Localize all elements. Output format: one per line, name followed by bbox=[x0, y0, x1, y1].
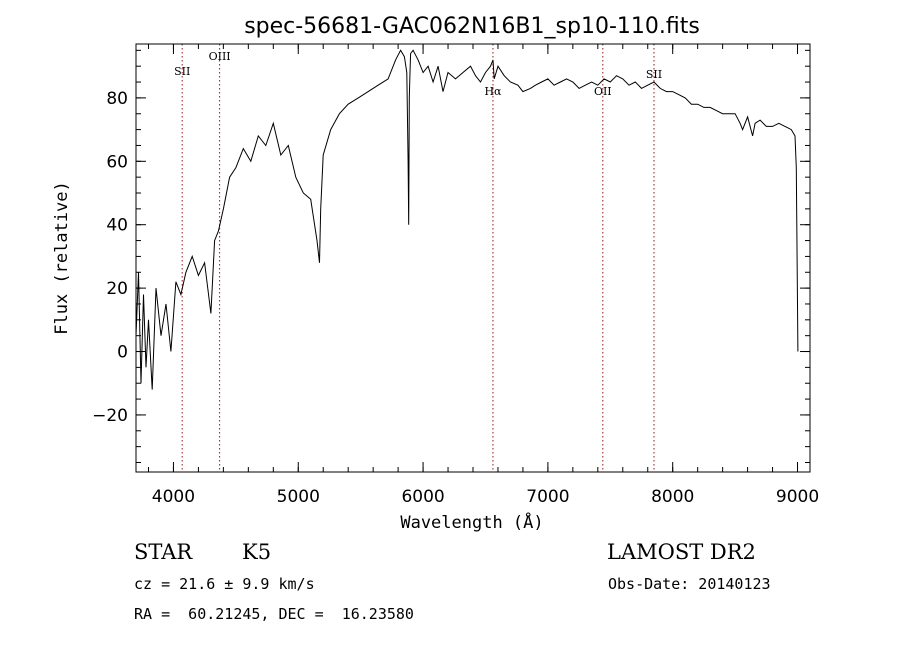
line-marker-label: SII bbox=[646, 68, 662, 81]
y-tick-label: 20 bbox=[106, 279, 128, 299]
x-tick-label: 7000 bbox=[526, 487, 569, 507]
velocity-readout: cz = 21.6 ± 9.9 km/s bbox=[134, 575, 315, 593]
y-tick-label: 0 bbox=[117, 343, 128, 363]
spectrum-line bbox=[135, 49, 799, 390]
object-subclass: K5 bbox=[242, 540, 272, 564]
x-tick-label: 8000 bbox=[651, 487, 694, 507]
axis-ticks: 4000 5000 6000 7000 8000 9000 −20 0 20 40 60 80 bbox=[92, 44, 819, 507]
line-marker-label: OII bbox=[594, 85, 612, 98]
observation-date: Obs-Date: 20140123 bbox=[608, 575, 771, 593]
y-tick-label: −20 bbox=[92, 406, 128, 426]
x-axis-label: Wavelength (Å) bbox=[400, 511, 543, 533]
y-tick-label: 40 bbox=[106, 216, 128, 236]
x-tick-label: 9000 bbox=[776, 487, 819, 507]
spectral-line-markers: SII OIII Hα OII SII bbox=[174, 44, 662, 472]
y-tick-label: 80 bbox=[106, 89, 128, 109]
y-tick-label: 60 bbox=[106, 152, 128, 172]
line-marker-label: SII bbox=[174, 65, 190, 78]
x-tick-label: 6000 bbox=[401, 487, 444, 507]
chart-title: spec-56681-GAC062N16B1_sp10-110.fits bbox=[244, 14, 700, 39]
x-tick-label: 4000 bbox=[152, 487, 195, 507]
plot-frame bbox=[135, 43, 811, 473]
line-marker-label: Hα bbox=[484, 85, 502, 98]
line-marker-label: OIII bbox=[209, 50, 231, 63]
object-class: STAR bbox=[134, 540, 193, 564]
x-tick-label: 5000 bbox=[277, 487, 320, 507]
coordinates-readout: RA = 60.21245, DEC = 16.23580 bbox=[134, 605, 414, 623]
survey-name: LAMOST DR2 bbox=[607, 540, 756, 564]
y-axis-label: Flux (relative) bbox=[52, 181, 72, 335]
